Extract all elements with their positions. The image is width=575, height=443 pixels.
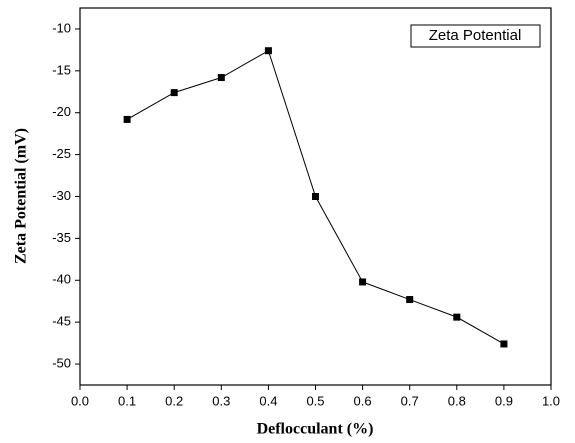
y-tick-label: -25 — [52, 146, 71, 161]
y-tick-label: -15 — [52, 62, 71, 77]
y-tick-label: -30 — [52, 188, 71, 203]
point-marker — [500, 340, 508, 348]
x-tick-label: 0.1 — [118, 393, 136, 408]
x-tick-label: 0.9 — [495, 393, 513, 408]
y-tick-label: -40 — [52, 272, 71, 287]
y-tick-label: -50 — [52, 355, 71, 370]
point-marker — [359, 278, 367, 286]
x-tick-label: 0.3 — [212, 393, 230, 408]
x-tick-label: 0.2 — [165, 393, 183, 408]
y-tick-label: -10 — [52, 20, 71, 35]
legend-label: Zeta Potential — [429, 27, 522, 44]
x-tick-label: 0.5 — [306, 393, 324, 408]
legend-box — [410, 24, 541, 48]
point-marker — [170, 89, 178, 97]
point-marker — [312, 193, 319, 200]
point-marker — [453, 313, 461, 321]
y-tick-label: -45 — [52, 314, 71, 329]
point-marker — [217, 74, 225, 82]
y-tick-label: -20 — [52, 104, 71, 119]
point-marker — [406, 296, 414, 304]
x-tick-label: 0.7 — [401, 393, 419, 408]
x-tick-label: 0.4 — [259, 393, 277, 408]
y-axis-title: Zeta Potential (mV) — [13, 128, 30, 264]
x-tick-label: 0.6 — [354, 393, 372, 408]
point-marker — [264, 47, 272, 55]
x-tick-label: 1.0 — [542, 393, 560, 408]
x-tick-label: 0.0 — [71, 393, 89, 408]
x-axis-title: Deflocculant (%) — [257, 421, 374, 438]
y-tick-label: -35 — [52, 230, 71, 245]
point-marker — [123, 115, 131, 123]
x-tick-label: 0.8 — [448, 393, 466, 408]
